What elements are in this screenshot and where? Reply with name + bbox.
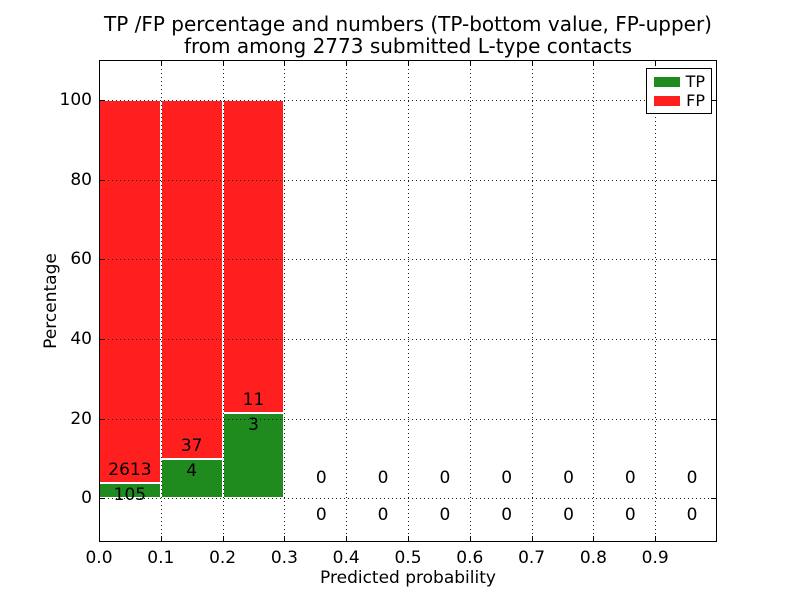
y-tick-label: 0 [81, 488, 92, 509]
x-axis-tick-top [222, 61, 224, 66]
fp-count-label: 0 [624, 468, 636, 489]
x-axis-tick-top [346, 61, 348, 66]
x-tick-label: 0.6 [456, 548, 484, 568]
x-axis-tick [469, 536, 471, 541]
x-tick-label: 0.7 [518, 548, 546, 568]
y-axis-tick [100, 418, 105, 420]
x-tick-label: 0.4 [332, 548, 360, 568]
y-axis-tick-right [711, 179, 716, 181]
y-axis-tick [100, 498, 105, 500]
chart-title-line2: from among 2773 submitted L-type contact… [183, 34, 633, 58]
y-axis-tick-right [711, 498, 716, 500]
x-axis-tick [531, 536, 533, 541]
x-tick-label: 0.1 [147, 548, 175, 568]
y-axis-tick [100, 259, 105, 261]
y-axis-tick-right [711, 259, 716, 261]
tp-count-label: 0 [563, 505, 574, 526]
vertical-gridline [469, 61, 471, 541]
x-axis-tick [160, 536, 162, 541]
legend-swatch-tp [654, 76, 680, 87]
tp-count-label: 0 [315, 505, 327, 526]
fp-count-label: 0 [439, 468, 451, 489]
fp-count-label: 0 [563, 468, 574, 489]
x-tick-label: 0.8 [579, 548, 607, 568]
legend-swatch-fp [654, 95, 680, 106]
y-axis-tick [100, 338, 105, 340]
x-axis-tick-top [160, 61, 162, 66]
vertical-gridline [284, 61, 286, 541]
x-tick-label: 0.9 [641, 548, 669, 568]
vertical-gridline [346, 61, 348, 541]
fp-bar-segment [222, 99, 285, 413]
legend-entry-fp: FP [654, 91, 705, 110]
vertical-gridline [655, 61, 657, 541]
x-axis-tick [99, 536, 100, 541]
x-axis-tick [593, 536, 595, 541]
y-tick-label: 100 [59, 89, 92, 110]
x-axis-tick-top [99, 61, 100, 66]
legend-entry-tp: TP [654, 72, 705, 91]
x-axis-tick-top [284, 61, 286, 66]
legend-label-fp: FP [686, 91, 705, 110]
x-axis-tick [222, 536, 224, 541]
tp-count-label: 0 [686, 505, 698, 526]
tp-bar-segment [160, 459, 223, 499]
fp-count-label: 0 [501, 468, 513, 489]
tp-count-label: 0 [439, 505, 451, 526]
legend-label-tp: TP [685, 72, 705, 91]
vertical-gridline [222, 61, 224, 541]
x-tick-label: 0.2 [209, 548, 237, 568]
fp-bar-segment [160, 99, 223, 460]
y-axis-tick [100, 99, 105, 101]
fp-bar-segment [99, 99, 161, 483]
fp-count-label: 0 [377, 468, 389, 489]
x-axis-tick-top [469, 61, 471, 66]
x-tick-label: 0.5 [394, 548, 422, 568]
y-axis-tick-right [711, 99, 716, 101]
x-tick-label: 0.0 [85, 548, 113, 568]
fp-count-label: 37 [180, 436, 203, 457]
tp-count-label: 105 [113, 484, 147, 505]
tp-count-label: 0 [377, 505, 389, 526]
x-axis-tick-top [531, 61, 533, 66]
y-tick-label: 20 [70, 408, 92, 429]
x-axis-tick-top [593, 61, 595, 66]
fp-count-label: 11 [242, 389, 265, 410]
y-axis-label: Percentage [41, 253, 61, 349]
y-tick-label: 40 [70, 328, 92, 349]
y-axis-tick [100, 179, 105, 181]
vertical-gridline [408, 61, 409, 541]
x-tick-label: 0.3 [270, 548, 298, 568]
x-axis-tick-top [408, 61, 409, 66]
y-axis-tick-right [711, 338, 716, 340]
y-tick-label: 80 [70, 169, 92, 190]
x-axis-label: Predicted probability [320, 568, 496, 588]
tp-count-label: 4 [186, 461, 198, 482]
x-axis-tick [408, 536, 409, 541]
x-axis-tick [655, 536, 657, 541]
vertical-gridline [593, 61, 595, 541]
y-axis-tick-right [711, 418, 716, 420]
tp-count-label: 0 [624, 505, 636, 526]
x-axis-tick [284, 536, 286, 541]
chart-title-line1: TP /FP percentage and numbers (TP-bottom… [104, 12, 712, 36]
vertical-gridline [160, 61, 162, 541]
y-tick-label: 60 [70, 249, 92, 270]
fp-count-label: 0 [686, 468, 698, 489]
x-axis-tick [346, 536, 348, 541]
legend: TP FP [646, 68, 712, 114]
chart-title: TP /FP percentage and numbers (TP-bottom… [8, 13, 800, 57]
x-axis-tick-top [655, 61, 657, 66]
fp-count-label: 2613 [108, 459, 152, 480]
fp-count-label: 0 [315, 468, 327, 489]
vertical-gridline [531, 61, 533, 541]
tp-count-label: 0 [501, 505, 513, 526]
tp-count-label: 3 [248, 414, 259, 435]
